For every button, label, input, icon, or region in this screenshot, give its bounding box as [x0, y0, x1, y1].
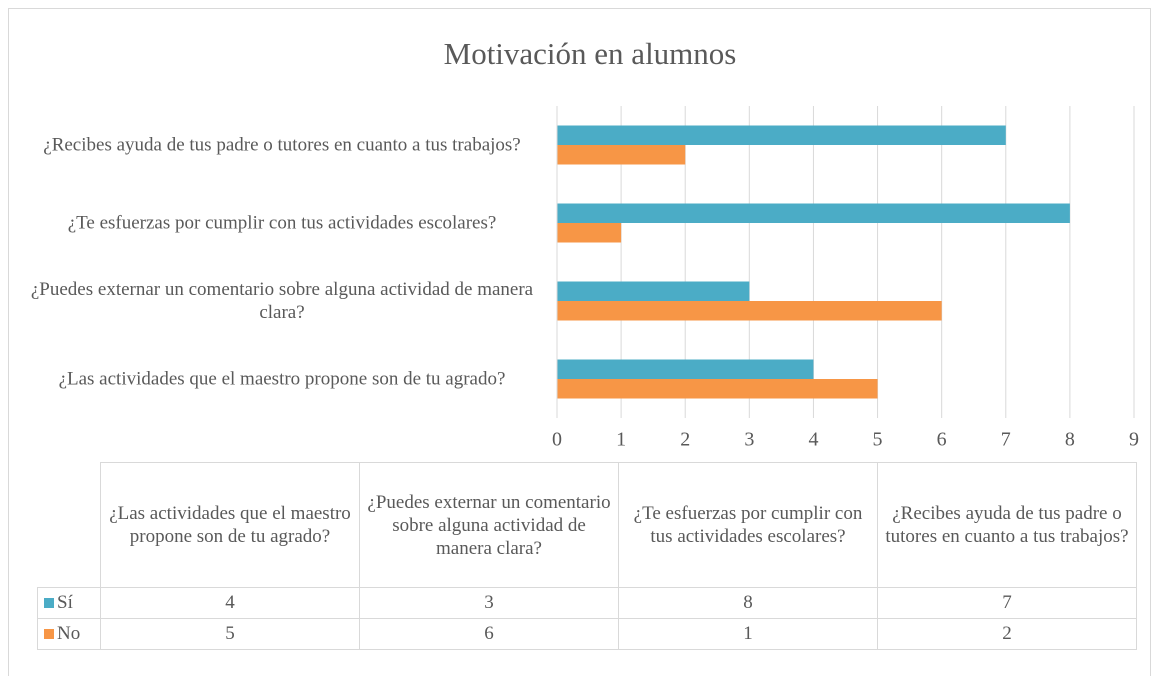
x-tick-label: 9: [1129, 429, 1139, 451]
bar: [557, 203, 1070, 223]
table-corner: [37, 462, 101, 588]
table-value: 8: [618, 587, 878, 619]
bar: [557, 125, 1006, 145]
x-tick-label: 4: [808, 429, 818, 451]
table-value: 4: [100, 587, 360, 619]
chart-border: [8, 8, 1151, 676]
chart-title: Motivación en alumnos: [444, 36, 737, 71]
bar: [557, 145, 686, 165]
legend-label: Sí: [57, 592, 73, 613]
x-tick-label: 6: [937, 429, 947, 451]
x-tick-label: 8: [1065, 429, 1075, 451]
x-tick-label: 3: [744, 429, 754, 451]
legend-entry: Sí: [37, 587, 101, 619]
table-row: No 5 6 1 2: [37, 618, 1137, 650]
legend-label: No: [57, 623, 81, 644]
table-header-cell: ¿Recibes ayuda de tus padre o tutores en…: [877, 462, 1137, 588]
table-value: 3: [359, 587, 619, 619]
table-value: 1: [618, 618, 878, 650]
y-tick-label: ¿Puedes externar un comentario sobre alg…: [30, 279, 534, 323]
legend-entry: No: [37, 618, 101, 650]
table-value: 2: [877, 618, 1137, 650]
y-tick-label: ¿Las actividades que el maestro propone …: [58, 368, 506, 390]
y-tick-label: ¿Recibes ayuda de tus padre o tutores en…: [43, 134, 521, 156]
bar: [557, 379, 878, 399]
x-tick-label: 1: [616, 429, 626, 451]
x-tick-label: 5: [873, 429, 883, 451]
table-header-row: ¿Las actividades que el maestro propone …: [37, 462, 1137, 588]
table-value: 5: [100, 618, 360, 650]
table-header-cell: ¿Puedes externar un comentario sobre alg…: [359, 462, 619, 588]
y-tick-label: ¿Te esfuerzas por cumplir con tus activi…: [67, 212, 497, 234]
table-header-cell: ¿Las actividades que el maestro propone …: [100, 462, 360, 588]
x-tick-label: 7: [1001, 429, 1011, 451]
legend-swatch: [44, 598, 54, 608]
table-value: 7: [877, 587, 1137, 619]
bar: [557, 359, 814, 379]
legend-swatch: [44, 629, 54, 639]
x-tick-label: 0: [552, 429, 562, 451]
bar: [557, 301, 942, 321]
table-row: Sí 4 3 8 7: [37, 587, 1137, 619]
bar: [557, 281, 750, 301]
data-table: ¿Las actividades que el maestro propone …: [37, 462, 1137, 650]
bar: [557, 223, 622, 243]
table-value: 6: [359, 618, 619, 650]
table-header-cell: ¿Te esfuerzas por cumplir con tus activi…: [618, 462, 878, 588]
x-tick-label: 2: [680, 429, 690, 451]
